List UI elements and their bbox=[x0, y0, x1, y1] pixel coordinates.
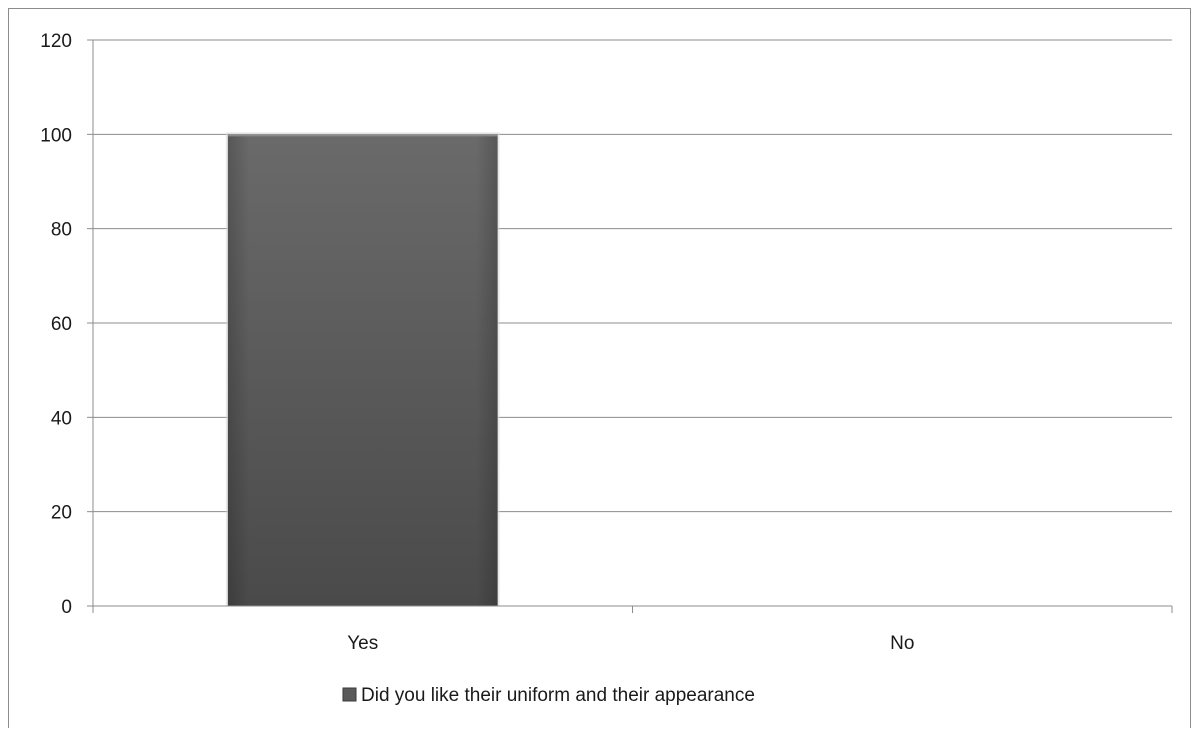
bars bbox=[225, 132, 500, 607]
chart-frame bbox=[8, 8, 1191, 728]
y-tick-label: 40 bbox=[51, 408, 72, 429]
y-axis-ticks: 0 20 40 60 80 100 120 bbox=[40, 31, 93, 618]
y-tick-label: 100 bbox=[40, 125, 72, 146]
bar bbox=[225, 132, 500, 607]
y-tick-label: 0 bbox=[61, 597, 72, 618]
legend: Did you like their uniform and their app… bbox=[342, 685, 755, 706]
x-tick-label: No bbox=[890, 633, 914, 654]
x-axis-ticks: Yes No bbox=[92, 606, 1173, 654]
x-tick-label: Yes bbox=[347, 633, 378, 654]
y-tick-label: 20 bbox=[51, 503, 72, 524]
bar-shading bbox=[227, 134, 498, 607]
legend-swatch bbox=[342, 687, 357, 702]
legend-label: Did you like their uniform and their app… bbox=[361, 685, 755, 706]
y-tick-label: 60 bbox=[51, 314, 72, 335]
y-tick-label: 80 bbox=[51, 220, 72, 241]
y-tick-label: 120 bbox=[40, 31, 72, 52]
